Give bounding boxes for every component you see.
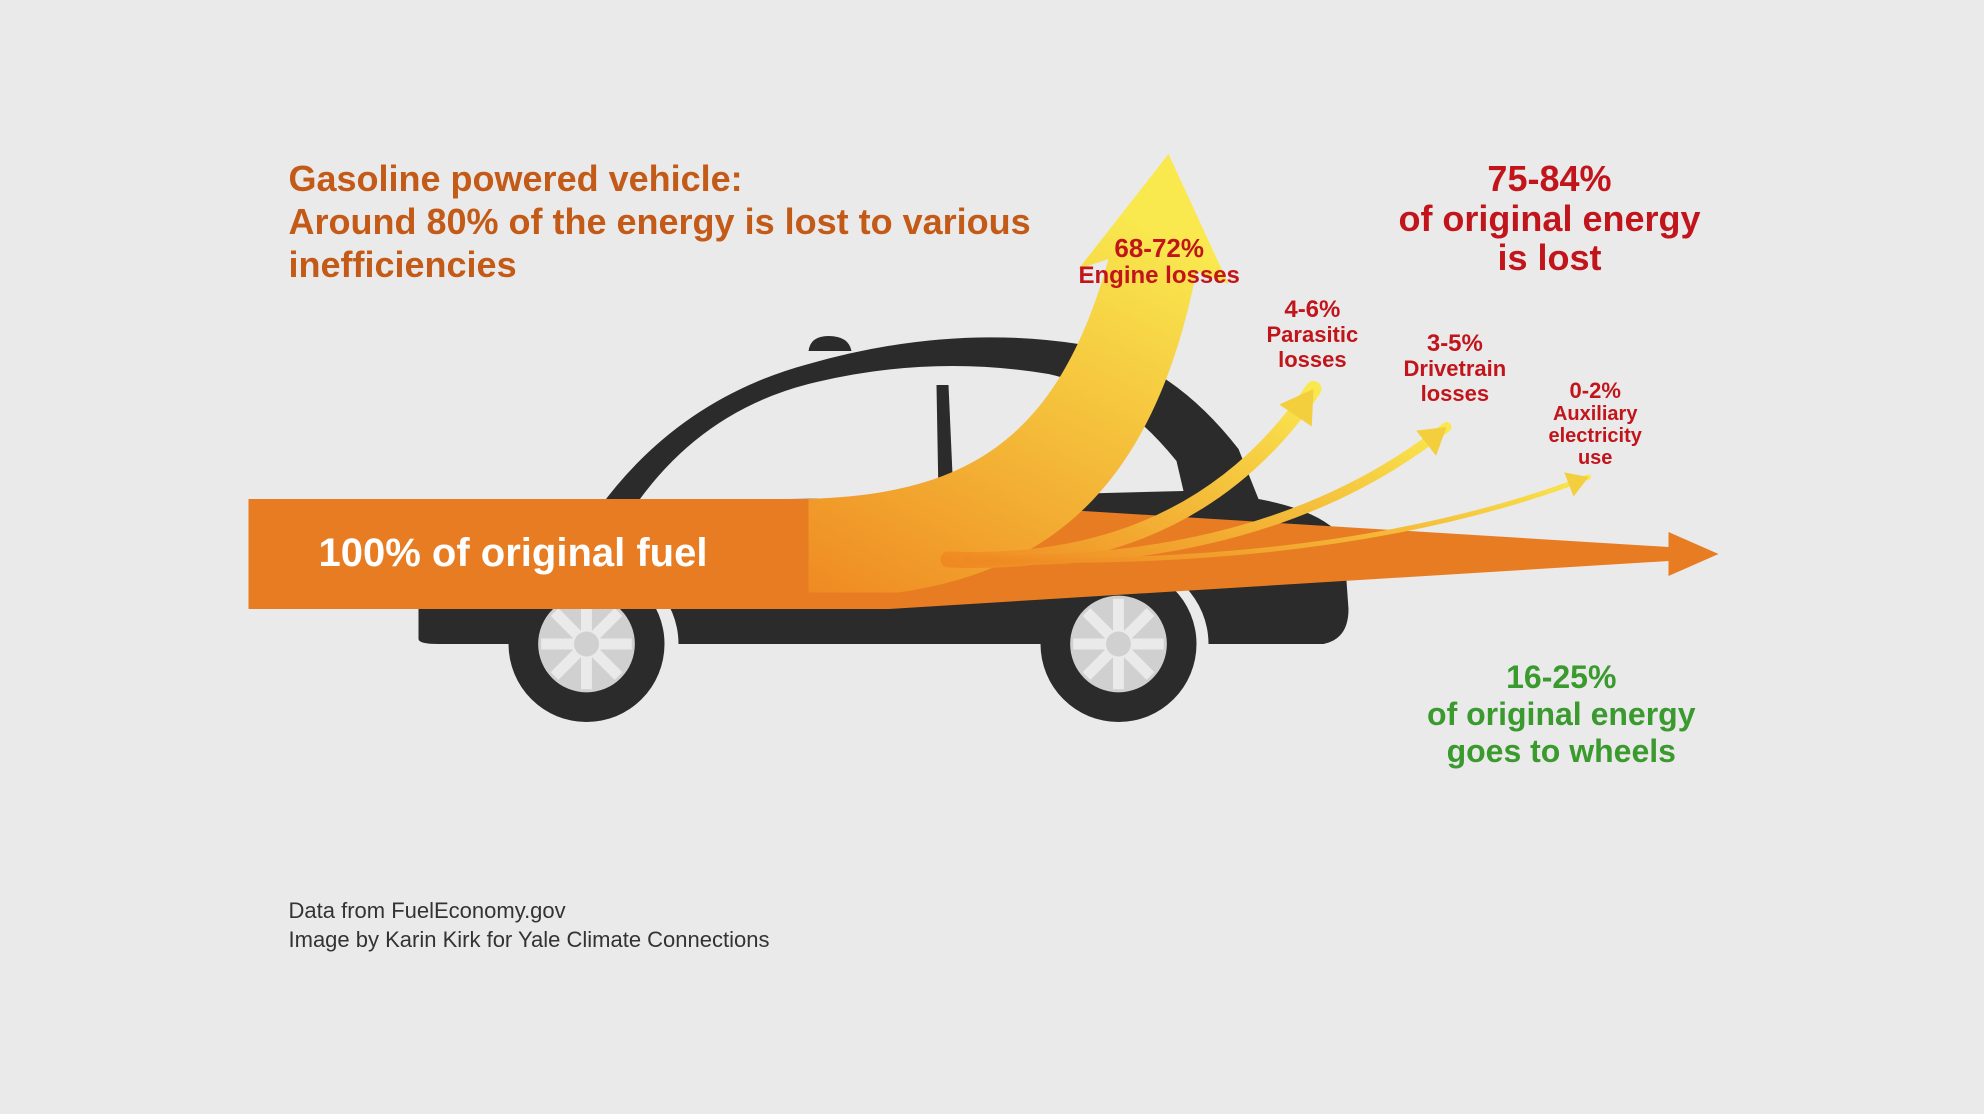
infographic-stage: Gasoline powered vehicle: Around 80% of … bbox=[249, 139, 1736, 975]
loss-parasitic-name2: losses bbox=[1267, 348, 1359, 372]
loss-drivetrain-pct: 3-5% bbox=[1404, 331, 1507, 357]
wheels-output-callout: 16-25% of original energy goes to wheels bbox=[1427, 659, 1695, 769]
title-line2: Around 80% of the energy is lost to vari… bbox=[289, 201, 1031, 242]
loss-auxiliary-name1: Auxiliary bbox=[1549, 403, 1642, 425]
loss-auxiliary-pct: 0-2% bbox=[1549, 379, 1642, 403]
footer-line2: Image by Karin Kirk for Yale Climate Con… bbox=[289, 927, 770, 952]
fuel-label: 100% of original fuel bbox=[319, 531, 708, 576]
loss-drivetrain: 3-5% Drivetrain losses bbox=[1404, 331, 1507, 406]
loss-engine: 68-72% Engine losses bbox=[1079, 234, 1240, 289]
loss-drivetrain-name1: Drivetrain bbox=[1404, 357, 1507, 381]
loss-auxiliary: 0-2% Auxiliary electricity use bbox=[1549, 379, 1642, 469]
loss-parasitic-pct: 4-6% bbox=[1267, 297, 1359, 323]
wheels-text2: goes to wheels bbox=[1447, 733, 1676, 769]
loss-engine-name: Engine losses bbox=[1079, 263, 1240, 289]
energy-lost-text2: is lost bbox=[1497, 237, 1601, 278]
title-line3: inefficiencies bbox=[289, 244, 517, 285]
loss-engine-pct: 68-72% bbox=[1079, 234, 1240, 263]
title: Gasoline powered vehicle: Around 80% of … bbox=[289, 157, 1109, 287]
loss-drivetrain-name2: losses bbox=[1404, 382, 1507, 406]
loss-parasitic: 4-6% Parasitic losses bbox=[1267, 297, 1359, 372]
wheels-pct: 16-25% bbox=[1506, 659, 1616, 695]
footer: Data from FuelEconomy.gov Image by Karin… bbox=[289, 896, 770, 955]
energy-lost-pct: 75-84% bbox=[1487, 158, 1611, 199]
loss-auxiliary-name3: use bbox=[1549, 447, 1642, 469]
wheels-text1: of original energy bbox=[1427, 696, 1695, 732]
loss-auxiliary-name2: electricity bbox=[1549, 425, 1642, 447]
energy-lost-text1: of original energy bbox=[1398, 198, 1700, 239]
energy-lost-callout: 75-84% of original energy is lost bbox=[1398, 159, 1700, 278]
loss-parasitic-name1: Parasitic bbox=[1267, 323, 1359, 347]
title-line1: Gasoline powered vehicle: bbox=[289, 158, 743, 199]
footer-line1: Data from FuelEconomy.gov bbox=[289, 898, 566, 923]
